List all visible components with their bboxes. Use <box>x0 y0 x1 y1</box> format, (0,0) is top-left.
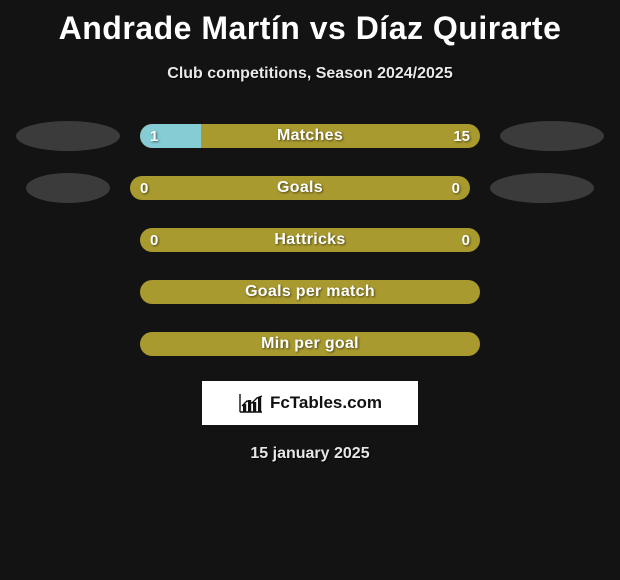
vs-text: vs <box>310 10 347 46</box>
spacer <box>500 225 604 255</box>
player2-blob <box>500 121 604 151</box>
stat-label: Hattricks <box>140 228 480 252</box>
player2-name: Díaz Quirarte <box>356 10 562 46</box>
stat-row: 1Matches15 <box>0 121 620 151</box>
spacer <box>500 277 604 307</box>
stat-row: 0Goals0 <box>0 173 620 203</box>
spacer <box>16 277 120 307</box>
stat-label: Goals per match <box>140 280 480 304</box>
stat-label: Min per goal <box>140 332 480 356</box>
season-subtitle: Club competitions, Season 2024/2025 <box>0 65 620 83</box>
player1-blob <box>16 121 120 151</box>
brand-box: FcTables.com <box>202 381 418 425</box>
comparison-title: Andrade Martín vs Díaz Quirarte <box>0 0 620 47</box>
snapshot-date: 15 january 2025 <box>0 445 620 463</box>
stat-label: Matches <box>140 124 480 148</box>
stat-row: Goals per match <box>0 277 620 307</box>
brand-text: FcTables.com <box>270 393 382 413</box>
stat-right-value: 15 <box>453 124 470 148</box>
stat-bar: Goals per match <box>140 280 480 304</box>
stat-right-value: 0 <box>452 176 460 200</box>
spacer <box>500 329 604 359</box>
stat-row: Min per goal <box>0 329 620 359</box>
stat-bar: 0Goals0 <box>130 176 470 200</box>
stat-row: 0Hattricks0 <box>0 225 620 255</box>
spacer <box>16 329 120 359</box>
stats-rows: 1Matches150Goals00Hattricks0Goals per ma… <box>0 121 620 359</box>
stat-right-value: 0 <box>462 228 470 252</box>
player1-blob <box>26 173 110 203</box>
player1-name: Andrade Martín <box>59 10 301 46</box>
stat-bar: 1Matches15 <box>140 124 480 148</box>
spacer <box>16 225 120 255</box>
brand-chart-icon <box>238 392 264 414</box>
stat-label: Goals <box>130 176 470 200</box>
stat-bar: Min per goal <box>140 332 480 356</box>
stat-bar: 0Hattricks0 <box>140 228 480 252</box>
player2-blob <box>490 173 594 203</box>
